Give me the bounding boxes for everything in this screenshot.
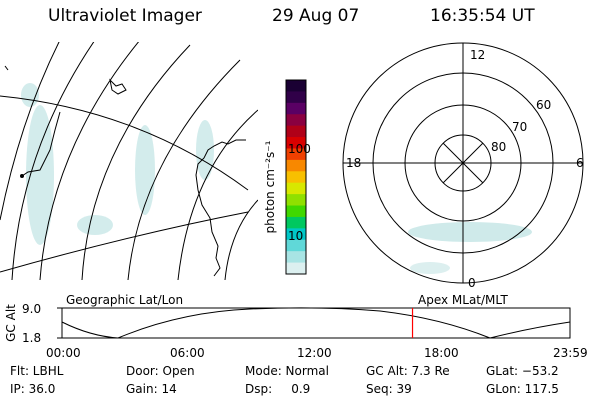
timeline-y-tick-bottom: 1.8	[22, 331, 42, 345]
altitude-timeline	[57, 307, 571, 339]
aurora-oval	[408, 222, 532, 242]
timeline-left-label: Geographic Lat/Lon	[66, 293, 184, 307]
colorbar-segment	[286, 171, 306, 184]
mlt-label-12: 12	[470, 48, 486, 62]
colorbar-segment	[286, 251, 306, 264]
status-mode: Mode: Normal	[245, 364, 329, 378]
colorbar-segment	[286, 80, 306, 92]
latitude-arcs	[0, 95, 249, 273]
timeline-y-tick-top: 9.0	[22, 302, 42, 316]
status-filter: Flt: LBHL	[10, 364, 64, 378]
lat-label-80: 80	[491, 140, 507, 154]
status-gc-alt: GC Alt: 7.3 Re	[366, 364, 450, 378]
date-label: 29 Aug 07	[272, 6, 360, 26]
timeline-ylabel: GC Alt	[3, 304, 18, 342]
colorbar-tick-10: 10	[288, 229, 304, 243]
colorbar-segment	[286, 114, 306, 127]
colorbar-segment	[286, 137, 306, 149]
colorbar-segment	[286, 228, 306, 241]
mlt-label-6: 6	[576, 156, 584, 170]
mlt-label-18: 18	[346, 156, 362, 170]
colorbar-tick-100: 100	[288, 142, 311, 156]
polar-plot	[342, 42, 584, 284]
colorbar-segment	[286, 205, 306, 218]
instrument-title: Ultraviolet Imager	[48, 6, 202, 26]
altitude-curve	[61, 307, 571, 339]
colorbar-segment	[286, 91, 306, 104]
timeline-x-tick-1: 06:00	[170, 346, 205, 360]
geographic-map	[0, 42, 258, 281]
timeline-x-tick-0: 00:00	[46, 346, 81, 360]
colorbar-segment	[286, 182, 306, 195]
colorbar-segment	[286, 239, 306, 252]
timeline-x-tick-4: 23:59	[553, 346, 588, 360]
status-glon: GLon: 117.5	[486, 382, 559, 396]
colorbar-units-label: photon cm⁻²s⁻¹	[263, 140, 277, 234]
status-seq: Seq: 39	[366, 382, 412, 396]
status-glat: GLat: −53.2	[486, 364, 559, 378]
mlt-label-0: 0	[468, 276, 476, 290]
colorbar-segment	[286, 216, 306, 229]
colorbar-segment	[286, 148, 306, 161]
colorbar-segment	[286, 262, 306, 275]
colorbar-segment	[286, 125, 306, 138]
aurora-speckle-map	[21, 83, 214, 245]
lat-label-70: 70	[512, 120, 528, 134]
status-dsp: Dsp: 0.9	[245, 382, 311, 396]
colorbar-segment	[286, 194, 306, 207]
colorbar-segment	[286, 159, 306, 172]
longitude-arcs	[0, 42, 258, 281]
status-gain: Gain: 14	[126, 382, 177, 396]
lat-label-60: 60	[536, 98, 552, 112]
coastlines	[4, 65, 246, 277]
colorbar	[285, 79, 307, 275]
status-door: Door: Open	[126, 364, 195, 378]
time-label: 16:35:54 UT	[430, 6, 535, 26]
status-ip: IP: 36.0	[10, 382, 56, 396]
timeline-x-tick-2: 12:00	[297, 346, 332, 360]
timeline-x-tick-3: 18:00	[424, 346, 459, 360]
colorbar-segment	[286, 102, 306, 115]
timeline-right-label: Apex MLat/MLT	[418, 293, 508, 307]
